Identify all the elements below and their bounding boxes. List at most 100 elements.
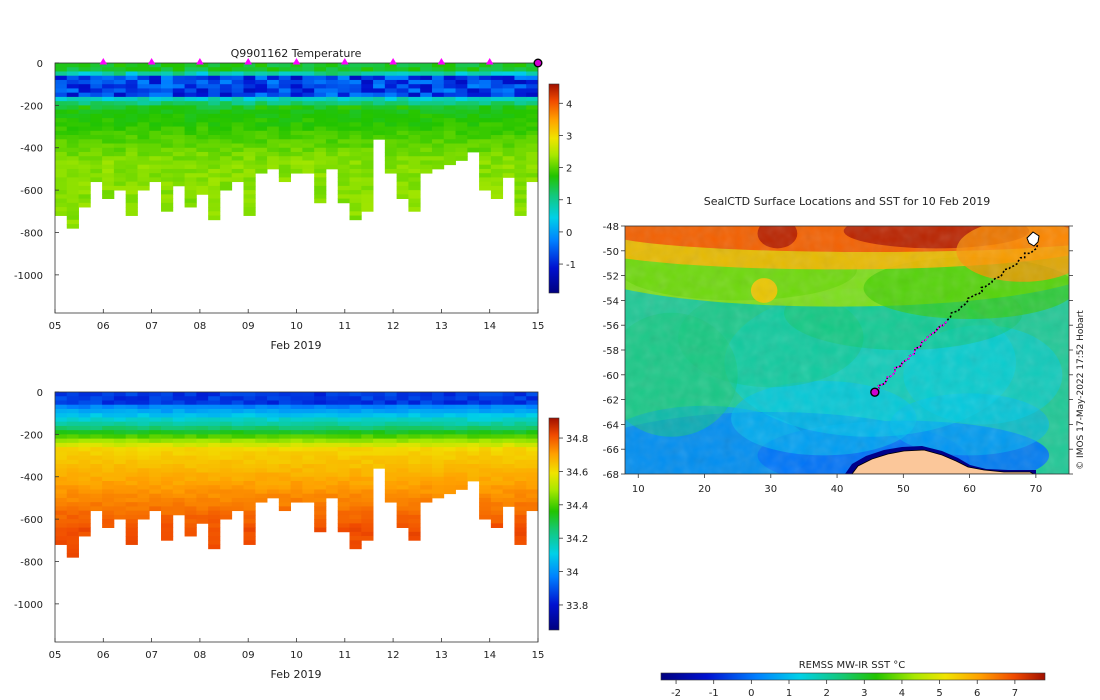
salinity-cell bbox=[349, 447, 362, 452]
temperature-cell bbox=[361, 151, 374, 157]
salinity-cell bbox=[255, 489, 268, 495]
temperature-cell bbox=[113, 96, 127, 102]
temperature-cell bbox=[467, 88, 480, 94]
salinity-cell bbox=[78, 464, 91, 469]
temperature-cell bbox=[90, 75, 103, 81]
salinity-cell bbox=[113, 396, 127, 401]
temperature-cell bbox=[267, 67, 280, 72]
temperature-cell bbox=[55, 135, 68, 140]
temperature-cell bbox=[514, 79, 527, 85]
salinity-cell bbox=[184, 404, 197, 410]
temperature-cell bbox=[514, 126, 527, 132]
temperature-cell bbox=[408, 207, 421, 212]
salinity-cell bbox=[502, 485, 515, 490]
salinity-cell bbox=[349, 540, 362, 545]
sst-colorbar-label: REMSS MW-IR SST °C bbox=[799, 660, 906, 671]
temperature-cell bbox=[490, 143, 504, 149]
temperature-cell bbox=[408, 143, 421, 149]
temperature-cell bbox=[337, 185, 350, 191]
salinity-cell bbox=[66, 400, 79, 406]
salinity-cell bbox=[184, 476, 197, 482]
temperature-cell bbox=[290, 156, 303, 161]
temperature-cell bbox=[290, 92, 303, 98]
temperature-cell bbox=[161, 185, 174, 191]
temperature-cell bbox=[455, 71, 468, 77]
temperature-cell bbox=[408, 173, 421, 178]
salinity-cell bbox=[196, 421, 209, 427]
salinity-cell bbox=[208, 442, 221, 448]
salinity-cell bbox=[490, 506, 504, 512]
temperature-cell bbox=[467, 101, 480, 106]
salinity-cell bbox=[467, 451, 480, 456]
salinity-cell bbox=[314, 480, 327, 486]
salinity-cell bbox=[255, 417, 268, 423]
salinity-cell bbox=[490, 485, 504, 490]
temperature-cell bbox=[267, 126, 280, 132]
temperature-cell bbox=[55, 126, 68, 132]
temperature-cell bbox=[172, 156, 185, 161]
temperature-cell bbox=[208, 202, 221, 208]
salinity-cell bbox=[149, 434, 162, 440]
temperature-cell bbox=[443, 122, 456, 127]
salinity-cell bbox=[302, 459, 315, 465]
salinity-cell bbox=[337, 464, 350, 469]
temperature-cell bbox=[514, 143, 527, 149]
temperature-cell bbox=[467, 63, 480, 68]
salinity-cell bbox=[502, 408, 515, 414]
salinity-cell bbox=[302, 442, 315, 448]
salinity-cell bbox=[431, 408, 445, 414]
salinity-cell bbox=[219, 493, 233, 499]
temperature-cell bbox=[172, 75, 185, 81]
temperature-cell bbox=[314, 96, 327, 102]
temperature-cell bbox=[290, 75, 303, 81]
temperature-cell bbox=[373, 84, 386, 89]
temperature-cell bbox=[490, 105, 504, 111]
salinity-cell bbox=[526, 493, 538, 499]
salinity-cell bbox=[408, 523, 421, 528]
temperature-cell bbox=[184, 63, 197, 68]
temperature-x-tick-label: 10 bbox=[290, 321, 303, 332]
salinity-cell bbox=[102, 434, 115, 440]
temperature-cell bbox=[255, 147, 268, 153]
temperature-cell bbox=[102, 67, 115, 72]
temperature-cell bbox=[490, 75, 504, 81]
temperature-cell bbox=[514, 71, 527, 77]
salinity-cell bbox=[243, 455, 256, 461]
salinity-cell bbox=[90, 497, 103, 503]
temperature-cell bbox=[149, 164, 162, 170]
salinity-cell bbox=[125, 523, 138, 528]
salinity-cell bbox=[278, 413, 292, 418]
temperature-cell bbox=[526, 92, 538, 98]
temperature-cell bbox=[255, 79, 268, 85]
temperature-y-tick-label: -800 bbox=[20, 228, 43, 239]
temperature-cell bbox=[102, 126, 115, 132]
temperature-cell bbox=[455, 92, 468, 98]
salinity-cell bbox=[349, 523, 362, 528]
salinity-cell bbox=[384, 413, 398, 418]
temperature-cell bbox=[490, 177, 504, 183]
salinity-cell bbox=[396, 413, 409, 418]
salinity-cell bbox=[255, 421, 268, 427]
salinity-cell bbox=[302, 404, 315, 410]
salinity-cell bbox=[408, 417, 421, 423]
salinity-cell bbox=[243, 523, 256, 528]
salinity-cell bbox=[514, 519, 527, 524]
salinity-cell bbox=[349, 502, 362, 507]
temperature-cell bbox=[373, 105, 386, 111]
temperature-cell bbox=[66, 211, 79, 216]
temperature-cell bbox=[384, 122, 398, 127]
temperature-cell bbox=[267, 151, 280, 157]
temperature-cell bbox=[431, 156, 445, 161]
salinity-cell bbox=[55, 451, 68, 456]
salinity-cell bbox=[490, 497, 504, 503]
temperature-cell bbox=[361, 177, 374, 183]
salinity-cell bbox=[137, 392, 150, 397]
salinity-cell bbox=[361, 497, 374, 503]
temperature-cell bbox=[361, 67, 374, 72]
temperature-cell bbox=[349, 105, 362, 111]
temperature-cell bbox=[325, 109, 339, 115]
salinity-cell bbox=[137, 485, 150, 490]
salinity-cell bbox=[90, 493, 103, 499]
temperature-cell bbox=[325, 79, 339, 85]
salinity-cell bbox=[514, 510, 527, 516]
